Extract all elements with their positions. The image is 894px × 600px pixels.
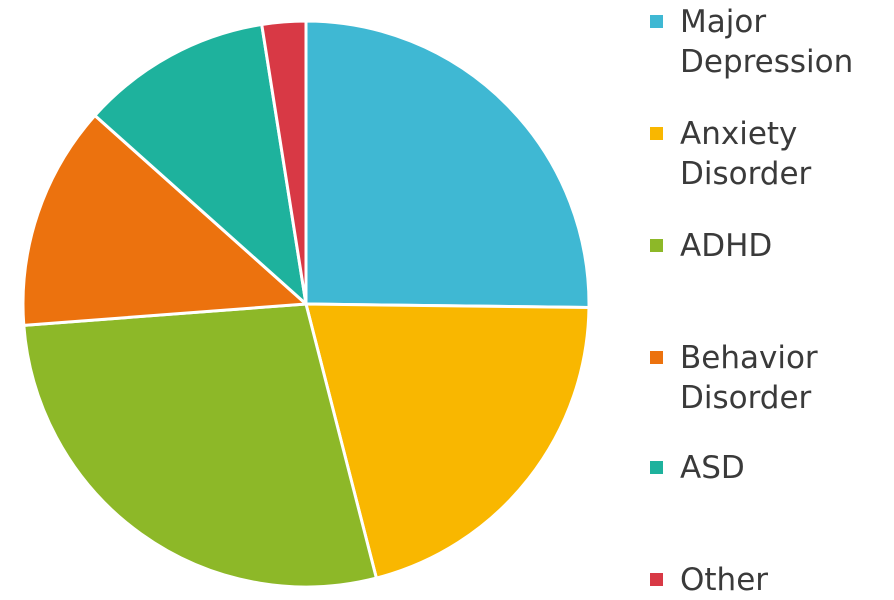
legend-label-line: Disorder xyxy=(680,378,890,418)
legend-label-other: Other xyxy=(680,560,890,600)
legend-label-anxiety-disorder: Anxiety Disorder xyxy=(680,114,890,194)
legend-label-line: Other xyxy=(680,560,890,600)
legend-swatch-anxiety-disorder xyxy=(650,127,663,140)
legend-swatch-asd xyxy=(650,461,663,474)
legend-label-line: Depression xyxy=(680,42,890,82)
legend-swatch-adhd xyxy=(650,239,663,252)
legend-label-line: ASD xyxy=(680,448,890,488)
legend-label-asd: ASD xyxy=(680,448,890,488)
legend-label-line: ADHD xyxy=(680,226,890,266)
legend-label-line: Behavior xyxy=(680,338,890,378)
legend-label-line: Anxiety xyxy=(680,114,890,154)
legend-swatch-major-depression xyxy=(650,15,663,28)
legend-swatch-behavior-disorder xyxy=(650,351,663,364)
legend-label-major-depression: Major Depression xyxy=(680,2,890,82)
legend-swatch-other xyxy=(650,573,663,586)
chart-legend: Major Depression Anxiety Disorder ADHD B… xyxy=(650,0,890,594)
legend-label-line: Disorder xyxy=(680,154,890,194)
legend-label-line: Major xyxy=(680,2,890,42)
legend-label-adhd: ADHD xyxy=(680,226,890,266)
pie-slice-major-depression xyxy=(306,21,589,308)
legend-label-behavior-disorder: Behavior Disorder xyxy=(680,338,890,418)
